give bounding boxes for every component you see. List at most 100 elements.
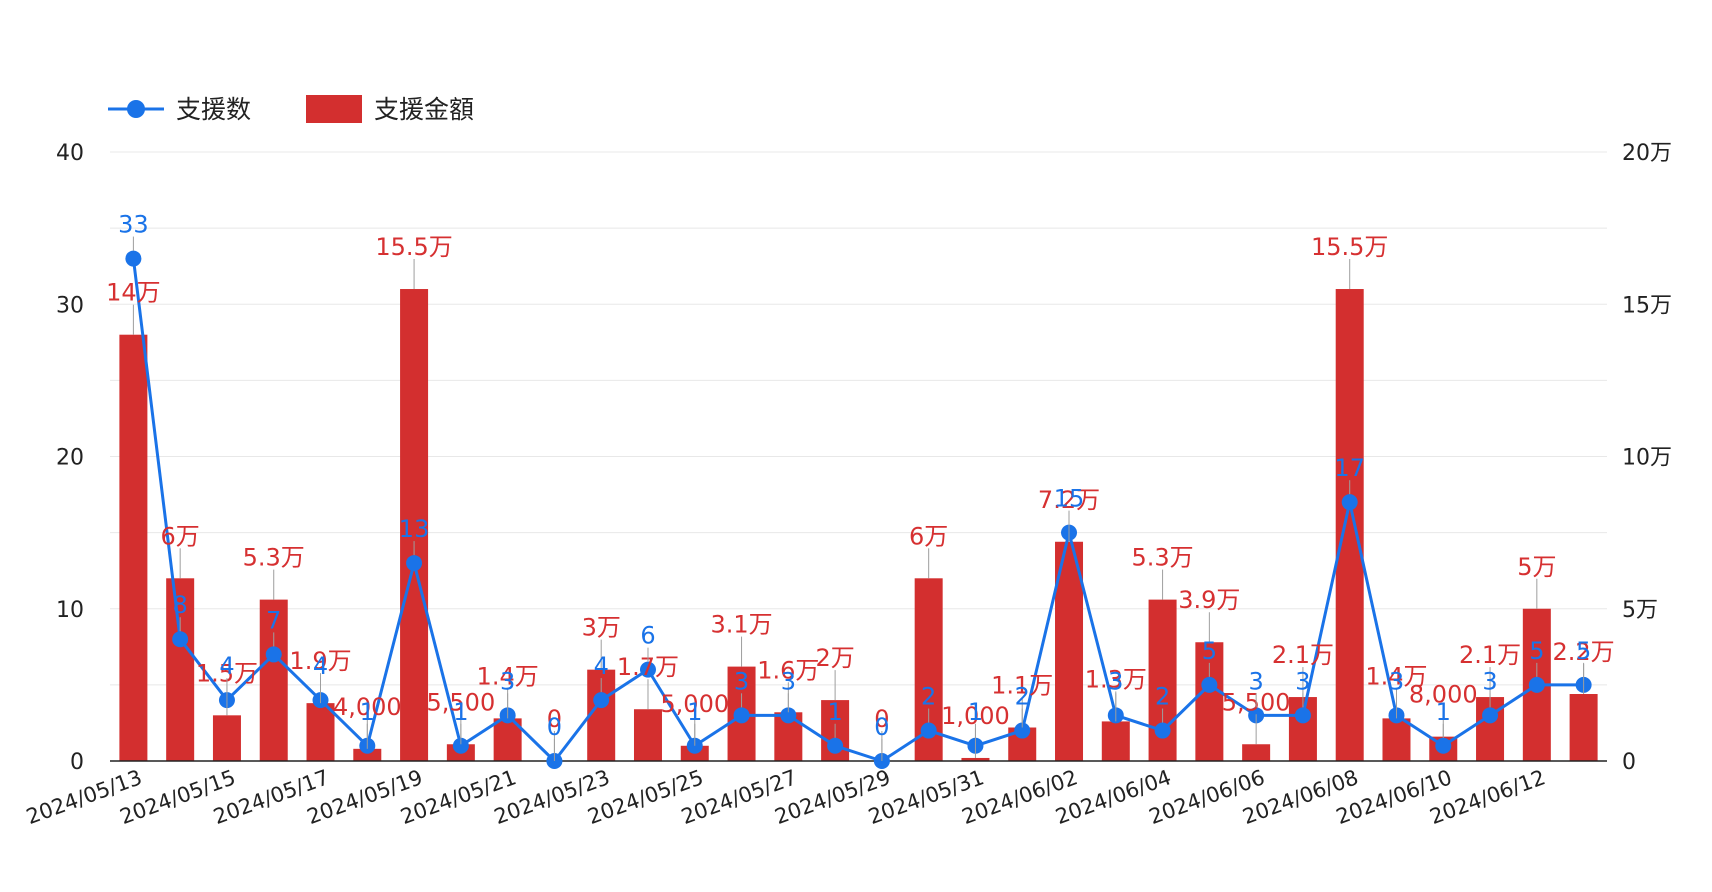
y-left-tick-label: 20 bbox=[56, 446, 84, 471]
count-point bbox=[1014, 722, 1031, 739]
legend-count-label: 支援数 bbox=[176, 95, 251, 124]
count-data-label: 5 bbox=[1576, 637, 1591, 665]
amount-data-label: 3.1万 bbox=[710, 611, 772, 639]
amount-bar bbox=[1335, 289, 1364, 761]
amount-data-label: 5.3万 bbox=[1131, 544, 1193, 572]
count-point bbox=[452, 737, 469, 754]
count-data-label: 15 bbox=[1054, 485, 1085, 513]
y-right-tick-label: 0 bbox=[1622, 750, 1636, 775]
amount-data-label: 3万 bbox=[582, 614, 621, 642]
count-point bbox=[780, 707, 797, 724]
count-point bbox=[1294, 707, 1311, 724]
count-point bbox=[406, 555, 423, 572]
count-point bbox=[827, 737, 844, 754]
amount-data-label: 1.3万 bbox=[1085, 665, 1147, 693]
amount-bar bbox=[353, 748, 382, 761]
count-point bbox=[639, 661, 656, 678]
amount-data-label: 7.2万 bbox=[1038, 486, 1100, 514]
amount-data-label: 4,000 bbox=[333, 693, 402, 721]
y-right-tick-label: 10万 bbox=[1622, 446, 1672, 471]
count-data-label: 1 bbox=[453, 698, 468, 726]
amount-data-label: 1.1万 bbox=[991, 672, 1053, 700]
amount-data-label: 2.2万 bbox=[1553, 638, 1615, 666]
count-data-label: 3 bbox=[1389, 667, 1404, 695]
count-data-label: 1 bbox=[1436, 698, 1451, 726]
amount-bar bbox=[306, 703, 335, 761]
count-data-label: 3 bbox=[734, 667, 749, 695]
count-point bbox=[172, 631, 189, 648]
amount-bar bbox=[166, 578, 195, 761]
count-data-label: 8 bbox=[173, 591, 188, 619]
count-data-label: 1 bbox=[360, 698, 375, 726]
legend-amount-label: 支援金額 bbox=[374, 95, 474, 124]
count-data-label: 13 bbox=[399, 515, 430, 543]
amount-data-label: 14万 bbox=[106, 279, 161, 307]
amount-data-label: 5万 bbox=[1517, 553, 1556, 581]
count-data-label: 3 bbox=[500, 667, 515, 695]
amount-data-label: 1.4万 bbox=[477, 662, 539, 690]
amount-data-label: 1.6万 bbox=[757, 656, 819, 684]
count-point bbox=[593, 692, 610, 709]
amount-data-label: 1.4万 bbox=[1365, 662, 1427, 690]
count-data-label: 3 bbox=[1482, 667, 1497, 695]
count-point bbox=[1435, 737, 1452, 754]
amount-bar bbox=[400, 289, 429, 761]
count-point bbox=[1482, 707, 1499, 724]
count-data-label: 5 bbox=[1529, 637, 1544, 665]
amount-bar bbox=[1242, 744, 1271, 761]
y-left-tick-label: 40 bbox=[56, 141, 84, 166]
count-point bbox=[125, 250, 142, 267]
amount-bar bbox=[633, 709, 662, 761]
amount-data-label: 8,000 bbox=[1409, 681, 1478, 709]
count-data-label: 2 bbox=[1015, 683, 1030, 711]
count-data-label: 3 bbox=[1108, 667, 1123, 695]
amount-data-label: 6万 bbox=[161, 522, 200, 550]
amount-data-label: 0 bbox=[874, 705, 889, 733]
count-data-label: 6 bbox=[640, 622, 655, 650]
count-point bbox=[265, 646, 282, 663]
amount-bar bbox=[961, 757, 990, 761]
count-line bbox=[131, 258, 1584, 763]
amount-bar bbox=[1195, 642, 1224, 761]
count-data-label: 2 bbox=[921, 683, 936, 711]
amount-bar bbox=[1101, 721, 1130, 761]
amount-bar bbox=[1569, 694, 1598, 761]
legend-count-swatch-marker bbox=[127, 100, 145, 118]
y-left-tick-label: 0 bbox=[70, 750, 84, 775]
amount-bar bbox=[119, 334, 148, 761]
count-point bbox=[1154, 722, 1171, 739]
amount-data-label: 15.5万 bbox=[375, 233, 452, 261]
count-data-label: 2 bbox=[1155, 683, 1170, 711]
amount-data-label: 2.1万 bbox=[1459, 641, 1521, 669]
amount-data-label: 0 bbox=[547, 705, 562, 733]
count-point bbox=[733, 707, 750, 724]
count-point bbox=[1528, 676, 1545, 693]
amount-data-label: 6万 bbox=[909, 522, 948, 550]
count-data-label: 5 bbox=[1202, 637, 1217, 665]
count-data-label: 1 bbox=[968, 698, 983, 726]
amount-data-label: 5,000 bbox=[660, 690, 729, 718]
count-data-label: 4 bbox=[219, 652, 234, 680]
count-point bbox=[1201, 676, 1218, 693]
count-point bbox=[920, 722, 937, 739]
count-data-label: 33 bbox=[118, 211, 149, 239]
count-data-label: 3 bbox=[781, 667, 796, 695]
count-data-label: 0 bbox=[874, 713, 889, 741]
y-left-tick-label: 10 bbox=[56, 598, 84, 623]
amount-data-label: 5.3万 bbox=[243, 544, 305, 572]
count-data-label: 1 bbox=[827, 698, 842, 726]
count-data-label: 3 bbox=[1295, 667, 1310, 695]
amount-data-label: 2.1万 bbox=[1272, 641, 1334, 669]
count-data-label: 3 bbox=[1249, 667, 1264, 695]
count-data-label: 1 bbox=[687, 698, 702, 726]
amount-bar bbox=[212, 715, 241, 761]
count-data-label: 4 bbox=[594, 652, 609, 680]
count-data-label: 4 bbox=[313, 652, 328, 680]
count-data-label: 0 bbox=[547, 713, 562, 741]
amount-data-label: 5,500 bbox=[427, 688, 496, 716]
count-data-label: 17 bbox=[1334, 454, 1365, 482]
y-right-tick-label: 20万 bbox=[1622, 141, 1672, 166]
amount-data-label: 3.9万 bbox=[1178, 586, 1240, 614]
